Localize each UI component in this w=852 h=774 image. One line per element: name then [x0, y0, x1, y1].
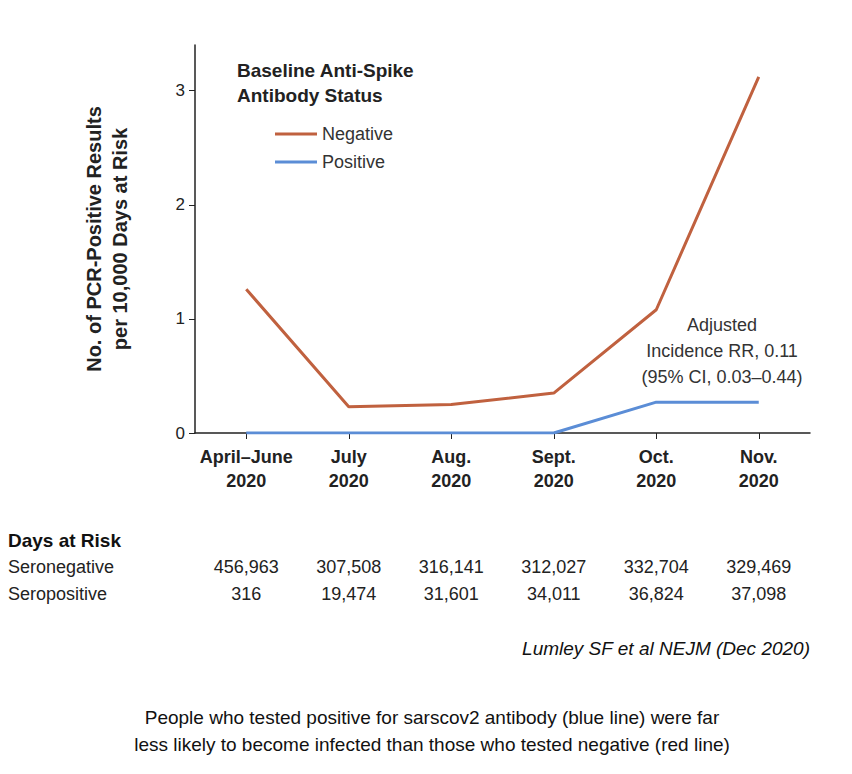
svg-text:2020: 2020 [534, 471, 574, 491]
svg-text:312,027: 312,027 [521, 557, 586, 577]
svg-text:2020: 2020 [329, 471, 369, 491]
svg-text:Adjusted: Adjusted [687, 315, 757, 335]
svg-text:329,469: 329,469 [726, 557, 791, 577]
svg-text:Sept.: Sept. [532, 447, 576, 467]
svg-text:37,098: 37,098 [731, 584, 786, 604]
svg-text:Aug.: Aug. [431, 447, 471, 467]
svg-text:Lumley SF et al NEJM (Dec 2020: Lumley SF et al NEJM (Dec 2020) [522, 638, 810, 659]
svg-text:per 10,000 Days at Risk: per 10,000 Days at Risk [109, 127, 131, 350]
svg-text:July: July [331, 447, 367, 467]
svg-text:332,704: 332,704 [624, 557, 689, 577]
svg-text:2: 2 [176, 195, 185, 214]
svg-text:(95% CI, 0.03–0.44): (95% CI, 0.03–0.44) [641, 367, 802, 387]
svg-text:Nov.: Nov. [740, 447, 778, 467]
svg-text:Incidence RR, 0.11: Incidence RR, 0.11 [646, 341, 798, 361]
svg-text:Baseline Anti-Spike: Baseline Anti-Spike [237, 60, 414, 81]
svg-text:316: 316 [231, 584, 261, 604]
svg-text:April–June: April–June [200, 447, 293, 467]
svg-text:316,141: 316,141 [419, 557, 484, 577]
svg-text:1: 1 [176, 309, 185, 328]
svg-text:Negative: Negative [322, 124, 393, 144]
svg-text:307,508: 307,508 [316, 557, 381, 577]
svg-text:Positive: Positive [322, 152, 385, 172]
svg-text:Seronegative: Seronegative [8, 557, 114, 577]
svg-text:31,601: 31,601 [424, 584, 479, 604]
svg-text:19,474: 19,474 [321, 584, 376, 604]
svg-text:Antibody Status: Antibody Status [237, 85, 383, 106]
svg-text:2020: 2020 [431, 471, 471, 491]
svg-text:People who tested positive for: People who tested positive for sarscov2 … [145, 707, 720, 728]
svg-text:34,011: 34,011 [527, 584, 581, 604]
svg-text:less likely to become infected: less likely to become infected than thos… [134, 734, 730, 755]
svg-text:Days at Risk: Days at Risk [8, 530, 121, 551]
svg-text:2020: 2020 [739, 471, 779, 491]
svg-text:2020: 2020 [226, 471, 266, 491]
svg-text:No. of PCR-Positive Results: No. of PCR-Positive Results [83, 106, 105, 372]
svg-text:0: 0 [176, 424, 185, 443]
svg-text:2020: 2020 [636, 471, 676, 491]
svg-text:36,824: 36,824 [629, 584, 684, 604]
svg-text:Seropositive: Seropositive [8, 584, 107, 604]
svg-text:Oct.: Oct. [639, 447, 674, 467]
svg-text:456,963: 456,963 [214, 557, 279, 577]
svg-text:3: 3 [176, 81, 185, 100]
